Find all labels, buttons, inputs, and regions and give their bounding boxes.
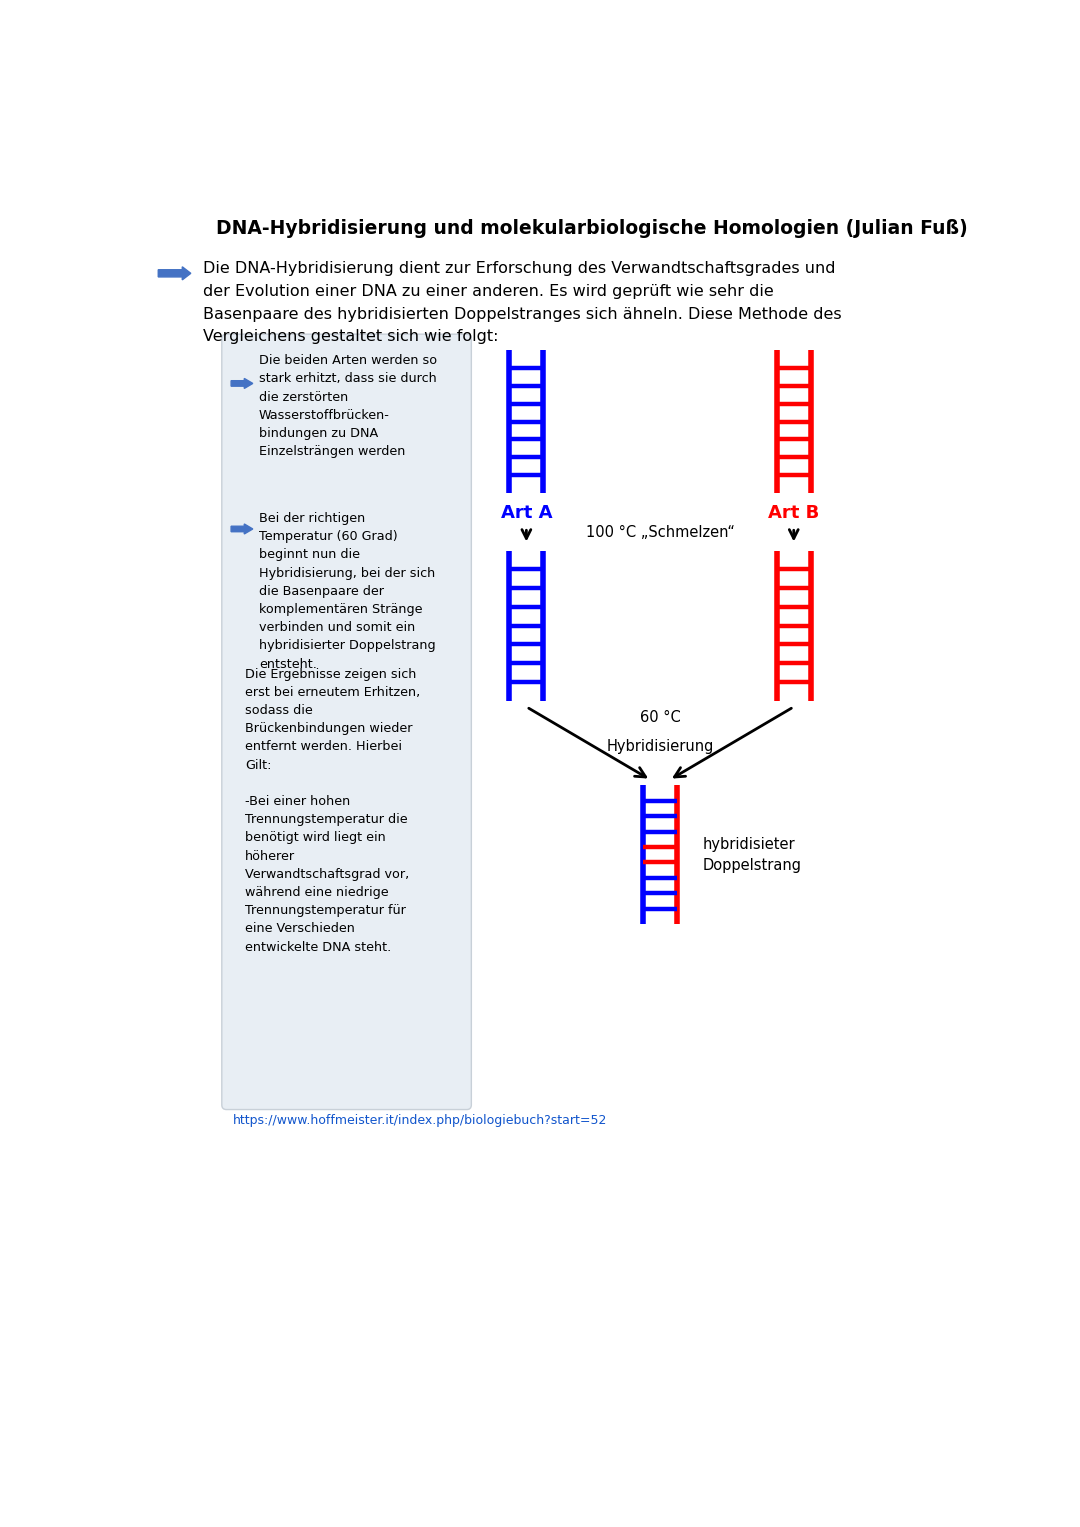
Text: Die beiden Arten werden so
stark erhitzt, dass sie durch
die zerstörten
Wasserst: Die beiden Arten werden so stark erhitzt… <box>259 354 437 458</box>
Text: 60 °C: 60 °C <box>639 710 680 725</box>
Text: https://www.hoffmeister.it/index.php/biologiebuch?start=52: https://www.hoffmeister.it/index.php/bio… <box>232 1115 607 1127</box>
Text: 100 °C „Schmelzen“: 100 °C „Schmelzen“ <box>585 525 734 539</box>
Text: hybridisieter
Doppelstrang: hybridisieter Doppelstrang <box>703 837 801 872</box>
Text: Die Ergebnisse zeigen sich
erst bei erneutem Erhitzen,
sodass die
Brückenbindung: Die Ergebnisse zeigen sich erst bei erne… <box>245 667 420 953</box>
FancyArrow shape <box>159 267 191 279</box>
Text: DNA-Hybridisierung und molekularbiologische Homologien (Julian Fuß): DNA-Hybridisierung und molekularbiologis… <box>216 220 968 238</box>
Text: Art A: Art A <box>501 504 552 522</box>
Text: Art B: Art B <box>768 504 820 522</box>
Text: Bei der richtigen
Temperatur (60 Grad)
beginnt nun die
Hybridisierung, bei der s: Bei der richtigen Temperatur (60 Grad) b… <box>259 512 435 670</box>
FancyArrow shape <box>231 379 253 388</box>
Text: Hybridisierung: Hybridisierung <box>606 739 714 754</box>
Text: Die DNA-Hybridisierung dient zur Erforschung des Verwandtschaftsgrades und
der E: Die DNA-Hybridisierung dient zur Erforsc… <box>203 261 841 345</box>
FancyBboxPatch shape <box>221 334 471 1110</box>
FancyArrow shape <box>231 524 253 534</box>
